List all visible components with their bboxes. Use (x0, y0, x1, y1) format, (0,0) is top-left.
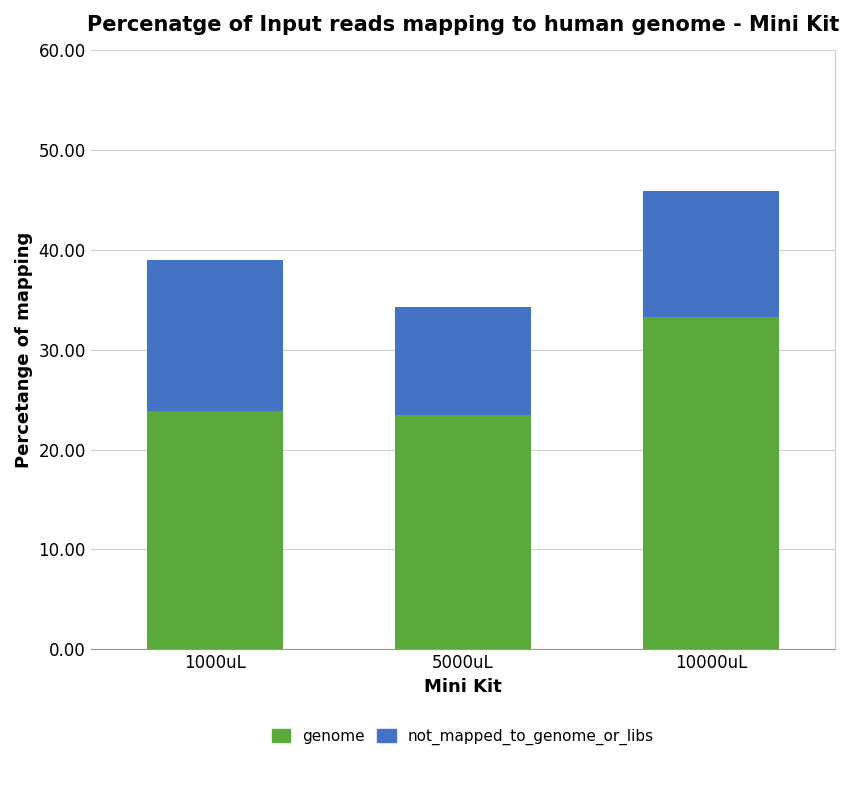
Bar (146, 260, 283, 410)
Bar (394, 307, 531, 414)
X-axis label: Mini Kit: Mini Kit (424, 678, 501, 695)
Legend: genome, not_mapped_to_genome_or_libs: genome, not_mapped_to_genome_or_libs (266, 722, 660, 751)
Title: Percenatge of Input reads mapping to human genome - Mini Kit: Percenatge of Input reads mapping to hum… (87, 15, 839, 35)
Bar (146, 410, 283, 649)
Bar (643, 317, 779, 649)
Bar (394, 414, 531, 649)
Bar (643, 191, 779, 317)
Y-axis label: Percetange of mapping: Percetange of mapping (15, 232, 33, 468)
